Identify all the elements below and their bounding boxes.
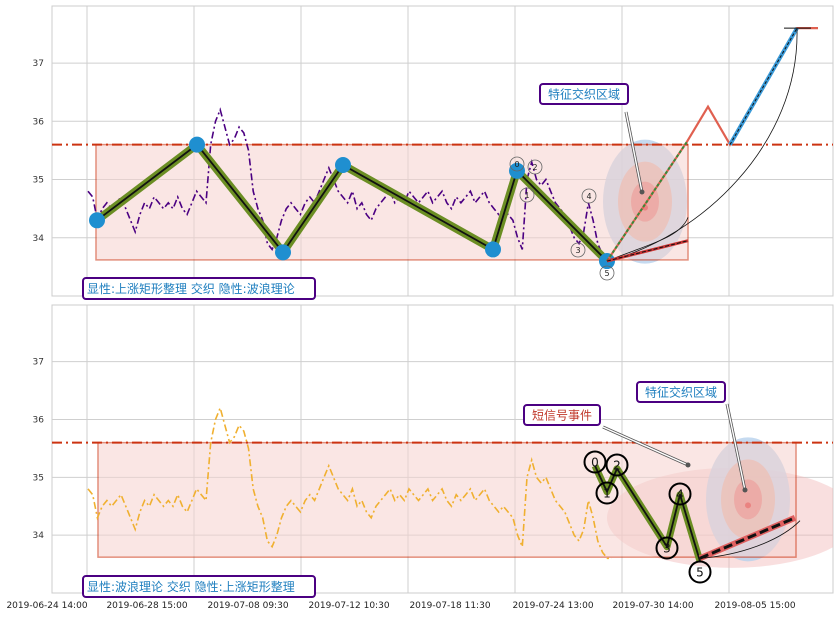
wave-label: 2 [613,459,621,473]
callout-box [539,83,629,105]
wave-point [189,136,205,153]
wave-label: 3 [663,542,671,556]
x-tick-label: 2019-07-08 09:30 [207,601,288,611]
panel-caption: 显性:上涨矩形整理 交织 隐性:波浪理论 [82,277,316,300]
callout-arrow-head [639,189,645,195]
callout-box [523,404,601,426]
wave-label-circle [570,242,586,258]
wave-point [335,156,351,173]
wave-label: 5 [696,566,704,580]
wave-label-circle [583,450,607,474]
x-tick-label: 2019-08-05 15:00 [714,601,795,611]
y-tick-label: 34 [33,531,45,541]
y-tick-label: 37 [33,59,44,69]
callout-box [636,381,726,403]
wave-label-circle [668,482,692,506]
caption-text: 显性:上涨矩形整理 交织 隐性:波浪理论 [87,281,295,296]
x-tick-label: 2019-07-30 14:00 [612,601,693,611]
breakout-line [699,516,796,560]
wave-label-circle [655,536,679,560]
projection-green-segment [606,141,688,262]
wave-label-circle [599,265,615,281]
price-series-line [87,405,612,560]
wave-label-circle [519,187,535,203]
callout-text: 特征交织区域 [645,385,717,400]
wave-label-circle [581,188,597,204]
breakout-arc [699,520,801,559]
projection-arc-inner [606,217,689,262]
caption-text: 显性:波浪理论 交织 隐性:上涨矩形整理 [87,579,295,594]
signal-zone-callout: 短信号事件 [523,404,691,468]
wave-label-circle [509,156,525,172]
feature-zone-callout: 特征交织区域 [539,83,645,195]
feature-zone-callout: 特征交织区域 [636,381,748,493]
x-tick-label: 2019-07-18 11:30 [409,601,490,611]
rectangle-pattern [95,143,689,261]
projection-blue-core [729,27,798,145]
wave-label: 0 [591,456,599,470]
callout-text: 短信号事件 [532,409,592,423]
wave-label: 3 [575,246,580,255]
x-tick-label: 2019-06-28 15:00 [106,601,187,611]
y-tick-label: 36 [33,416,45,426]
wave-point [89,212,105,229]
wave-label: 4 [676,488,684,502]
callout-text: 特征交织区域 [548,87,620,102]
price-series-line [87,107,612,262]
callout-arrow-head [685,462,691,468]
callout-arrow-fill [625,111,643,193]
wave-line [594,465,701,562]
y-tick-label: 35 [33,473,44,483]
wave-point [275,244,291,261]
projection-arc [606,28,798,262]
wave-label: 5 [604,269,609,278]
x-tick-label: 2019-06-24 14:00 [6,601,87,611]
y-tick-label: 36 [33,117,45,127]
y-tick-label: 35 [33,176,44,186]
wave-label: 0 [514,160,519,169]
callout-arrow-fill [602,426,689,466]
wave-label: 1 [603,487,611,501]
callout-arrow-head [742,487,748,493]
breakout-core [606,240,689,262]
callout-arrow-fill [726,403,746,491]
caption-box [82,575,316,598]
wave-label: 4 [586,192,591,201]
plot-content: 0 1 2 3 4 5 [52,27,833,281]
y-tick-label: 37 [33,358,44,368]
caption-box [82,277,316,300]
wave-label-circle [688,560,712,584]
wave-label: 1 [524,191,529,200]
wave-label-circle [605,453,629,477]
wave-label: 2 [532,163,537,172]
x-tick-label: 2019-07-12 10:30 [308,601,389,611]
y-tick-label: 34 [33,234,45,244]
panel-caption: 显性:波浪理论 交织 隐性:上涨矩形整理 [82,575,316,598]
wave-point [485,241,501,258]
wave-label-circle [595,481,619,505]
x-tick-label: 2019-07-24 13:00 [512,601,593,611]
wave-label-circle [527,159,543,175]
